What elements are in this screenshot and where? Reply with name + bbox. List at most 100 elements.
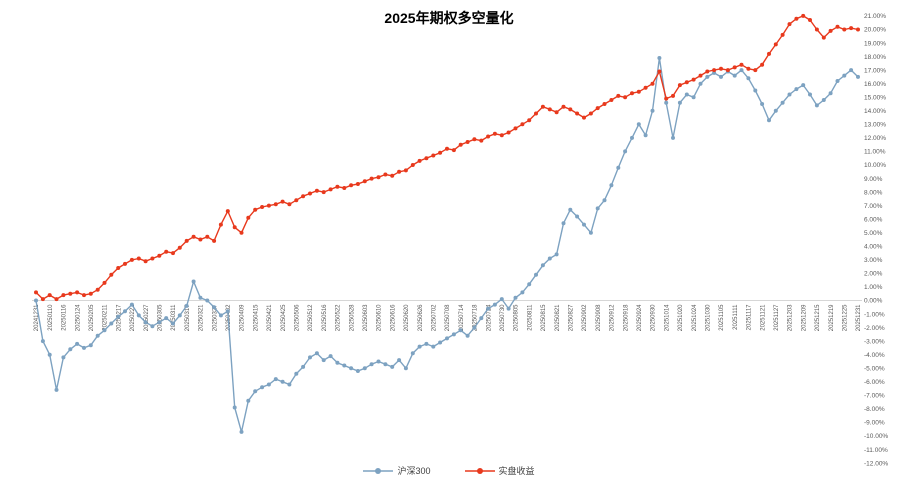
x-axis-tick-label: 20250912: [610, 304, 616, 331]
y-axis-tick-label: 14.00%: [864, 108, 886, 115]
series-marker-0: [835, 79, 840, 83]
series-marker-1: [520, 122, 525, 127]
series-marker-1: [397, 169, 402, 174]
series-marker-1: [554, 110, 559, 115]
series-marker-1: [308, 191, 312, 196]
series-marker-1: [342, 186, 347, 190]
series-marker-0: [486, 306, 491, 311]
series-marker-1: [198, 237, 203, 242]
x-axis-tick-label: 20250522: [336, 304, 342, 331]
y-axis-tick-label: 8.00%: [864, 189, 883, 196]
y-axis-tick-label: 10.00%: [864, 162, 886, 169]
x-axis-tick-label: 20250815: [541, 304, 547, 331]
series-marker-0: [321, 358, 326, 363]
series-marker-0: [143, 320, 148, 325]
y-axis-tick-label: 13.00%: [864, 122, 886, 129]
x-axis-tick-label: 20250317: [185, 304, 191, 331]
series-marker-1: [499, 133, 504, 138]
series-marker-1: [760, 62, 765, 67]
series-marker-0: [691, 95, 696, 100]
series-marker-0: [397, 358, 402, 363]
series-marker-0: [773, 108, 778, 113]
series-marker-1: [362, 179, 367, 184]
x-axis-tick-label: 20250924: [637, 304, 643, 331]
series-marker-0: [684, 92, 689, 97]
series-marker-1: [82, 293, 86, 298]
series-marker-0: [212, 305, 217, 310]
series-marker-1: [314, 188, 319, 193]
series-marker-0: [787, 92, 792, 97]
series-marker-0: [157, 320, 162, 325]
series-marker-1: [75, 290, 80, 295]
y-axis-tick-label: 15.00%: [864, 94, 886, 101]
series-marker-1: [492, 131, 497, 136]
x-axis-tick-label: 20250311: [171, 304, 177, 331]
y-axis-tick-label: -1.00%: [864, 311, 885, 318]
series-marker-0: [602, 198, 607, 203]
series-line-0: [35, 57, 859, 433]
series-marker-0: [129, 302, 134, 307]
y-axis-tick-label: 1.00%: [864, 284, 883, 291]
series-marker-0: [465, 333, 470, 338]
series-marker-1: [116, 266, 121, 270]
series-marker-0: [232, 405, 237, 410]
series-marker-1: [609, 98, 614, 102]
series-marker-1: [349, 183, 354, 188]
series-marker-1: [698, 73, 703, 78]
series-marker-1: [808, 18, 812, 22]
series-marker-0: [198, 295, 203, 300]
series-marker-1: [232, 225, 237, 230]
series-marker-0: [609, 183, 614, 188]
series-marker-0: [849, 68, 854, 73]
y-axis-tick-label: -8.00%: [864, 406, 885, 413]
series-marker-0: [123, 309, 127, 314]
series-marker-1: [225, 209, 230, 214]
x-axis-tick-label: 20250421: [267, 304, 273, 331]
series-marker-1: [40, 297, 45, 302]
series-marker-0: [547, 256, 552, 261]
series-marker-1: [780, 32, 785, 37]
series-marker-0: [582, 222, 586, 227]
series-marker-0: [746, 76, 751, 81]
x-axis-tick-label: 20250211: [103, 304, 109, 331]
series-marker-0: [657, 56, 662, 60]
series-marker-0: [342, 363, 347, 368]
series-marker-1: [636, 89, 641, 94]
series-marker-0: [335, 360, 340, 365]
series-marker-0: [136, 313, 141, 318]
series-marker-1: [273, 202, 278, 207]
hs300-legend-marker-icon: [363, 467, 394, 474]
series-marker-1: [218, 222, 223, 227]
y-axis-tick-label: 18.00%: [864, 54, 886, 61]
series-marker-1: [472, 137, 477, 142]
y-axis-tick-label: 11.00%: [864, 149, 886, 156]
series-marker-1: [328, 187, 333, 192]
series-marker-0: [698, 81, 703, 86]
series-marker-1: [691, 77, 696, 82]
series-marker-0: [266, 382, 271, 387]
y-axis-tick-label: -12.00%: [864, 460, 888, 467]
x-axis-tick-label: 20250714: [459, 304, 465, 331]
y-axis-tick-label: 0.00%: [864, 298, 883, 305]
series-marker-0: [821, 98, 826, 102]
x-axis-tick-label: 20250512: [308, 304, 314, 331]
series-marker-0: [677, 100, 682, 105]
x-axis-tick-label: 20250506: [295, 304, 301, 331]
series-marker-1: [671, 93, 675, 98]
x-axis-tick-label: 20250620: [404, 304, 410, 331]
x-axis-tick-label: 20251121: [760, 304, 766, 331]
series-marker-0: [184, 303, 189, 308]
x-axis-tick-label: 20251215: [815, 304, 821, 331]
x-axis-tick-label: 20250626: [418, 304, 424, 331]
x-axis-tick-label: 20250603: [363, 304, 369, 331]
series-marker-0: [314, 351, 319, 356]
series-marker-1: [68, 291, 73, 296]
series-marker-0: [68, 347, 73, 352]
series-marker-0: [458, 328, 463, 333]
series-marker-1: [677, 83, 682, 88]
series-marker-1: [355, 182, 360, 186]
series-marker-1: [465, 140, 470, 144]
legend-label-hs300: 沪深300: [397, 466, 431, 476]
